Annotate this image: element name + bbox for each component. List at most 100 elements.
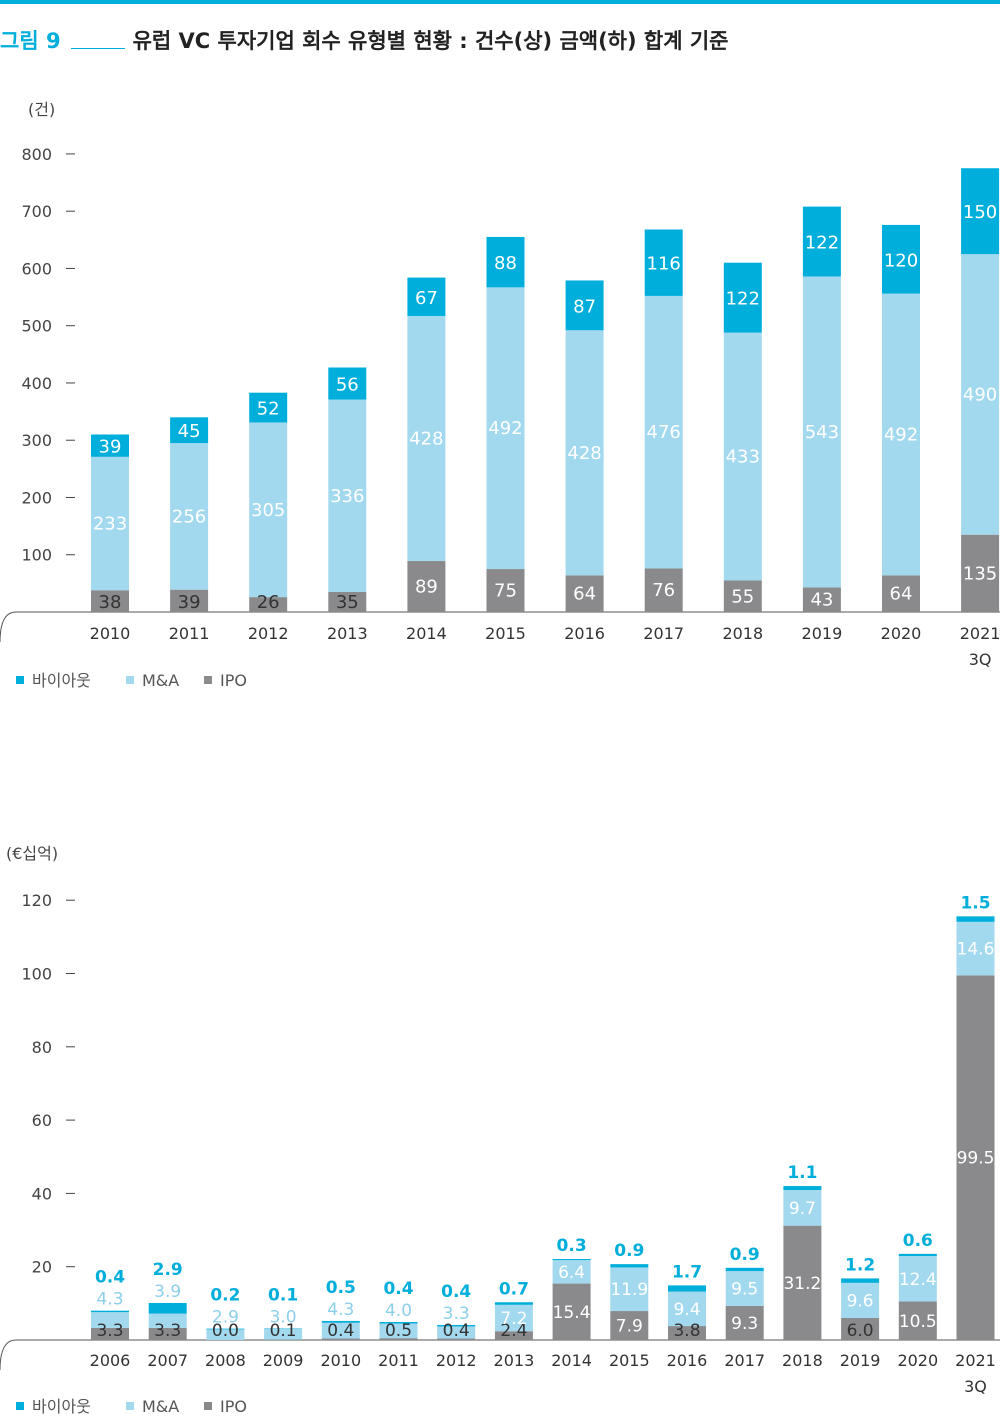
legend-swatch	[16, 676, 24, 684]
bar-ipo	[961, 534, 1000, 612]
bar-buyout	[644, 229, 683, 296]
data-label-buyout: 0.5	[326, 1278, 356, 1298]
data-label-mna: 4.3	[96, 1290, 123, 1310]
bar-ipo	[328, 591, 367, 612]
bar-buyout	[552, 1259, 591, 1261]
top-accent-line	[0, 0, 1000, 4]
data-label-buyout: 88	[494, 253, 517, 274]
bar-mna	[552, 1260, 591, 1284]
bar-buyout	[668, 1285, 706, 1292]
x-tick-label: 2018	[782, 1351, 823, 1370]
bar-ipo	[91, 1327, 129, 1340]
data-label-mna: 4.3	[327, 1300, 354, 1320]
data-label-mna: 433	[726, 447, 760, 468]
data-label-ipo: 3.8	[673, 1321, 700, 1341]
data-label-ipo: 55	[731, 586, 754, 607]
x-tick-label: 2008	[205, 1351, 246, 1370]
data-label-buyout: 1.1	[787, 1163, 817, 1183]
bar-mna	[725, 1271, 764, 1306]
bar-buyout	[249, 392, 288, 423]
x-tick-label: 2011	[169, 624, 210, 643]
x-tick-label: 2013	[327, 624, 368, 643]
x-tick-label: 2007	[147, 1351, 188, 1370]
x-tick-label: 2019	[840, 1351, 881, 1370]
bar-buyout	[486, 236, 525, 288]
x-tick-label: 2021	[955, 1351, 996, 1370]
bar-buyout	[328, 367, 367, 400]
bar-mna	[170, 443, 209, 590]
bar-buyout	[802, 206, 841, 277]
bar-buyout	[407, 277, 446, 316]
data-label-ipo: 0.4	[443, 1321, 470, 1341]
bar-buyout	[783, 1186, 822, 1191]
bar-ipo	[723, 580, 762, 612]
x-tick-label: 2012	[248, 624, 289, 643]
x-tick-label: 2016	[667, 1351, 708, 1370]
bar-ipo	[841, 1318, 880, 1340]
bar-mna	[91, 1312, 129, 1328]
x-tick-label: 2021	[960, 624, 1000, 643]
data-label-buyout: 0.4	[383, 1279, 413, 1299]
x-tick-label-line2: 3Q	[969, 650, 992, 669]
x-tick-label: 2014	[551, 1351, 592, 1370]
bar-buyout	[148, 1302, 187, 1314]
unit-label: (건)	[28, 100, 55, 119]
y-tick-label: 20	[32, 1258, 52, 1277]
bar-mna	[882, 293, 920, 576]
x-tick-label: 2016	[564, 624, 605, 643]
bar-buyout	[91, 1310, 129, 1313]
x-tick-label: 2014	[406, 624, 447, 643]
data-label-mna: 11.9	[610, 1280, 648, 1300]
x-tick-label: 2006	[90, 1351, 131, 1370]
bar-mna	[841, 1282, 880, 1319]
data-label-ipo: 26	[257, 592, 280, 613]
data-label-mna: 428	[567, 443, 601, 464]
bar-mna	[961, 254, 1000, 535]
data-label-ipo: 2.4	[500, 1321, 527, 1341]
bar-buyout	[170, 417, 209, 444]
bar-ipo	[610, 1311, 649, 1340]
data-label-mna: 3.3	[443, 1304, 470, 1324]
x-tick-label: 2013	[494, 1351, 535, 1370]
bar-ipo	[552, 1283, 591, 1340]
bar-mna	[328, 399, 367, 592]
data-label-ipo: 89	[415, 577, 438, 598]
data-label-buyout: 39	[99, 437, 122, 458]
bar-buyout	[725, 1267, 764, 1272]
data-label-mna: 2.9	[212, 1308, 239, 1328]
data-label-buyout: 120	[884, 250, 918, 271]
x-tick-label: 2020	[881, 624, 922, 643]
count-chart: (건) 100 200 300 400 500 600 700 800 38 233 39 2010 39…	[0, 100, 1000, 690]
x-tick-label: 2011	[378, 1351, 419, 1370]
data-label-mna: 4.0	[385, 1301, 412, 1321]
data-label-ipo: 38	[99, 592, 122, 613]
bar-buyout	[841, 1278, 880, 1283]
data-label-ipo: 43	[810, 590, 833, 611]
data-label-ipo: 0.0	[212, 1321, 239, 1341]
y-tick-label: 100	[21, 965, 52, 984]
bar-ipo	[379, 1338, 418, 1340]
y-tick-label: 500	[21, 317, 52, 336]
data-label-mna: 305	[251, 500, 285, 521]
data-label-mna: 428	[409, 429, 443, 450]
data-label-buyout: 122	[805, 233, 839, 254]
legend-label: IPO	[220, 671, 247, 690]
legend-swatch	[126, 1402, 134, 1410]
legend-label: 바이아웃	[32, 671, 91, 690]
bar-buyout	[723, 262, 762, 333]
bar-ipo	[565, 575, 604, 612]
data-label-mna: 490	[963, 384, 997, 405]
data-label-ipo: 6.0	[847, 1321, 874, 1341]
bar-ipo	[249, 597, 288, 612]
data-label-ipo: 39	[178, 592, 201, 613]
x-tick-label: 2017	[643, 624, 684, 643]
bar-buyout	[610, 1264, 649, 1268]
y-tick-label: 800	[21, 145, 52, 164]
bar-mna	[148, 1313, 187, 1328]
bar-mna	[264, 1328, 303, 1340]
x-tick-label: 2017	[724, 1351, 765, 1370]
bar-mna	[610, 1267, 649, 1312]
bar-ipo	[91, 590, 129, 612]
bar-ipo	[494, 1331, 533, 1340]
bar-buyout	[91, 434, 129, 457]
